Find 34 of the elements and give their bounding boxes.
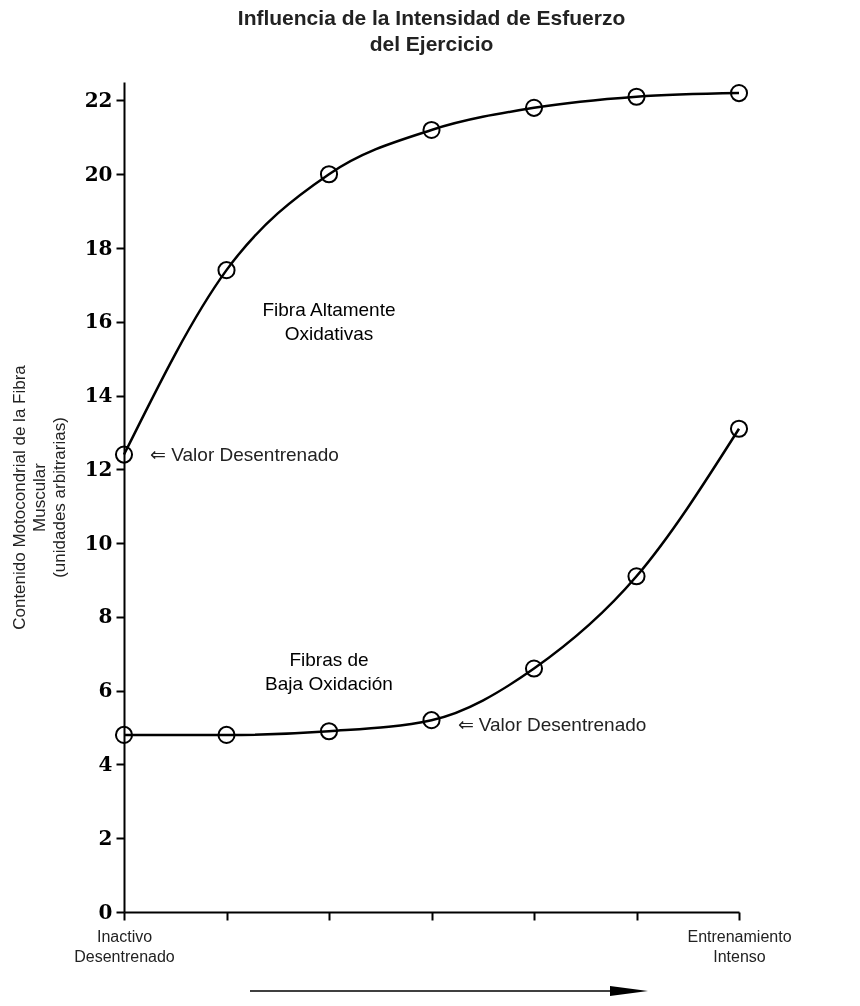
point bbox=[627, 567, 646, 586]
point bbox=[729, 84, 749, 103]
y-tick-label: 4 bbox=[98, 751, 113, 776]
y-tick-label: 22 bbox=[84, 87, 113, 112]
point bbox=[319, 722, 339, 741]
y-tick-label: 8 bbox=[98, 604, 113, 629]
point bbox=[114, 445, 134, 464]
point bbox=[319, 165, 339, 184]
y-tick-label: 6 bbox=[98, 678, 113, 703]
y-tick-label: 16 bbox=[84, 309, 113, 334]
series-label: Fibras de Baja Oxidación bbox=[265, 648, 393, 694]
y-tick-label: 14 bbox=[84, 383, 113, 408]
y-tick-label: 0 bbox=[98, 899, 113, 924]
y-axis-title: Contenido Motocondrial de la Fibra Muscular (unidades arbitrarias) bbox=[9, 364, 69, 630]
x-tick-label: Entrenamiento Intenso bbox=[687, 927, 792, 965]
text: Fibra Altamente Oxidativas bbox=[262, 299, 396, 345]
y-tick-label: 18 bbox=[84, 235, 113, 260]
point bbox=[422, 120, 441, 139]
y-tick-label: 10 bbox=[84, 530, 113, 555]
point bbox=[627, 87, 646, 106]
y-tick-label: 2 bbox=[98, 825, 113, 850]
annotation: ⇐ Valor Desentrenado bbox=[457, 714, 647, 736]
point bbox=[524, 98, 544, 117]
y-tick-label: 20 bbox=[84, 161, 113, 186]
point bbox=[217, 261, 236, 280]
x-tick-label: Inactivo Desentrenado bbox=[74, 927, 175, 965]
y-tick-label: 12 bbox=[84, 456, 113, 481]
chart-title: Influencia de la Intensidad de Esfuerzo del Ejercicio bbox=[237, 6, 626, 55]
annotation: ⇐ Valor Desentrenado bbox=[150, 443, 339, 465]
point bbox=[114, 725, 134, 744]
point bbox=[524, 659, 544, 678]
point bbox=[422, 711, 441, 730]
point bbox=[217, 725, 236, 744]
point bbox=[729, 419, 749, 438]
